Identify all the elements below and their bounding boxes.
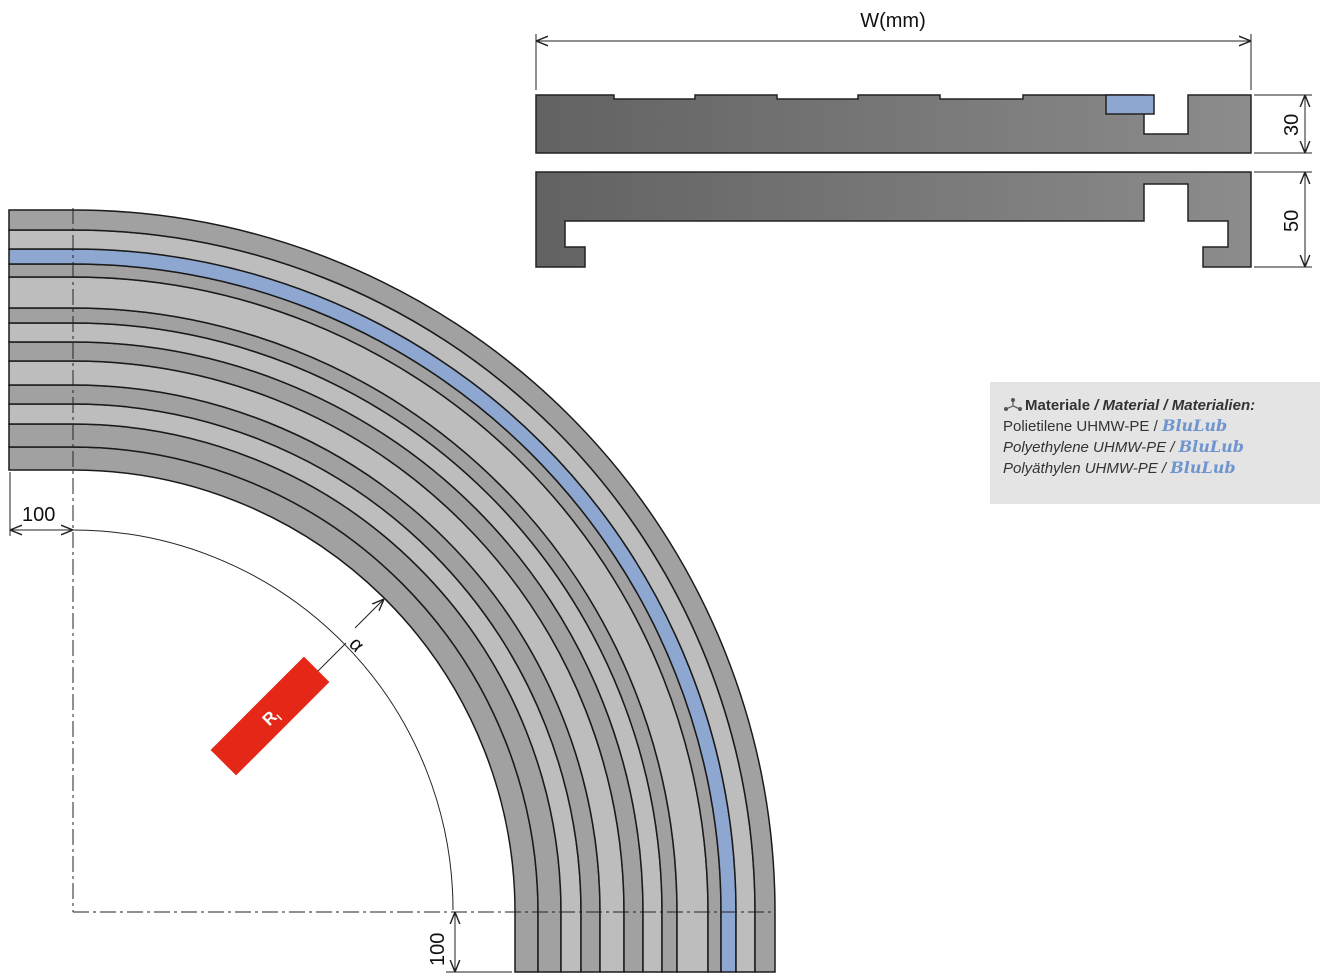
angle-label: α	[344, 633, 368, 657]
track-band-13	[8, 209, 776, 973]
offset-vertical-label: 100	[427, 933, 449, 966]
top-profile-insert	[1105, 94, 1155, 115]
angle-arrow	[354, 599, 384, 629]
materials-heading-main: Materiale	[1025, 397, 1091, 414]
center-lines	[72, 208, 775, 913]
profile-bottom-height-label: 50	[1281, 210, 1303, 232]
materials-heading: Materiale / Material / Materialien:	[1003, 396, 1320, 416]
bottom-profile-section	[535, 171, 1252, 268]
radius-subscript: I	[275, 713, 285, 723]
inner-radius-arc	[72, 529, 454, 911]
height-dimensions	[1254, 94, 1312, 268]
offset-horizontal-dimension	[9, 472, 73, 536]
brand-name: BluLub	[1161, 416, 1228, 435]
material-row-en: Polyethylene UHMW-PE / BluLub	[1003, 437, 1244, 456]
profile-top-height-label: 30	[1281, 114, 1303, 136]
width-dimension	[535, 34, 1252, 90]
brand-name: BluLub	[1178, 437, 1244, 456]
molecule-icon	[1004, 398, 1022, 411]
brand-name: BluLub	[1170, 458, 1236, 477]
offset-horizontal-label: 100	[22, 504, 55, 526]
materials-heading-rest: / Material / Materialien:	[1094, 397, 1256, 414]
material-row-de: Polyäthylen UHMW-PE / BluLub	[1003, 458, 1236, 477]
radius-badge: RI	[210, 656, 330, 776]
radius-leader	[317, 642, 347, 672]
curved-track-bands	[8, 209, 776, 973]
width-label: W(mm)	[860, 10, 926, 32]
offset-vertical-dimension	[446, 912, 512, 973]
top-profile-section	[535, 94, 1252, 154]
material-row-it: Polietilene UHMW-PE / BluLub	[1003, 416, 1228, 435]
materials-box: Materiale / Material / Materialien: Poli…	[990, 382, 1320, 504]
